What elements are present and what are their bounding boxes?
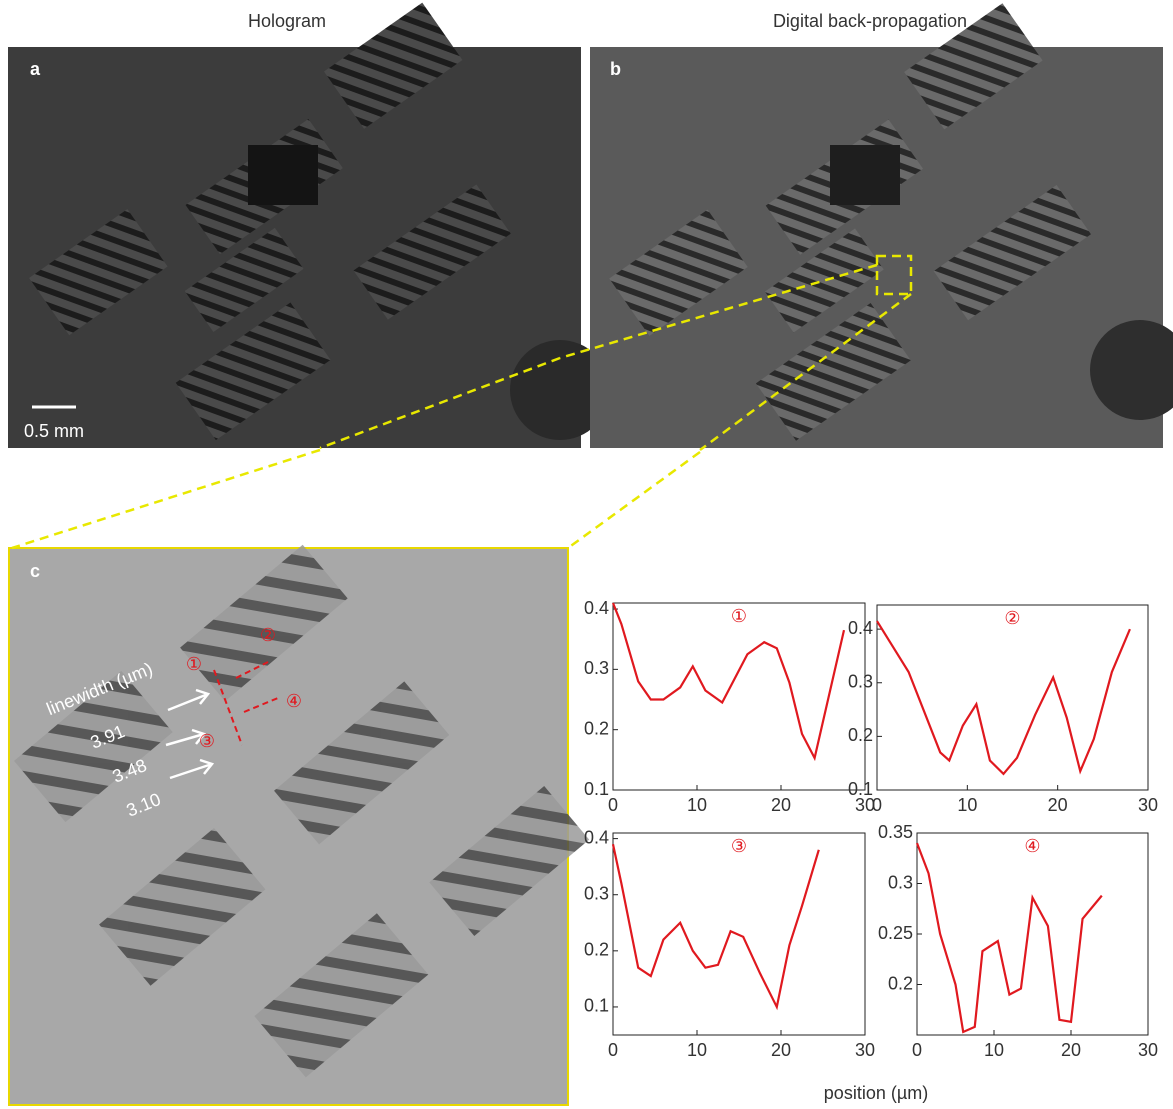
profile-marker: ② <box>260 625 276 645</box>
x-tick-label: 10 <box>687 795 707 815</box>
y-tick-label: 0.2 <box>584 718 609 738</box>
line <box>613 844 819 1007</box>
line <box>917 843 1102 1032</box>
y-tick-label: 0.2 <box>848 725 873 745</box>
x-tick-label: 20 <box>1061 1040 1081 1060</box>
y-tick-label: 0.2 <box>888 973 913 993</box>
panel-title: Digital back-propagation <box>773 11 967 31</box>
image-a <box>8 3 610 475</box>
panel-label: b <box>610 59 621 79</box>
y-tick-label: 0.1 <box>848 779 873 799</box>
figure: Hologram Digital back-propagation a b c … <box>0 0 1173 1109</box>
x-tick-label: 0 <box>608 1040 618 1060</box>
profile-marker: ① <box>186 654 202 674</box>
profile-marker: ④ <box>286 691 302 711</box>
x-tick-label: 20 <box>771 795 791 815</box>
y-tick-label: 0.3 <box>584 658 609 678</box>
y-tick-label: 0.4 <box>848 618 873 638</box>
x-tick-label: 0 <box>608 795 618 815</box>
chart-title: ① <box>731 606 747 626</box>
image-b <box>590 3 1173 475</box>
x-tick-label: 30 <box>855 1040 875 1060</box>
chart-title: ③ <box>731 836 747 856</box>
scale-label: 0.5 mm <box>24 421 84 441</box>
y-tick-label: 0.4 <box>584 598 609 618</box>
y-tick-label: 0.4 <box>584 827 609 847</box>
x-tick-label: 20 <box>771 1040 791 1060</box>
y-tick-label: 0.3 <box>584 883 609 903</box>
chart-title: ② <box>1004 608 1020 628</box>
line <box>613 603 844 758</box>
x-tick-label: 20 <box>1048 795 1068 815</box>
panel-label: c <box>30 561 40 581</box>
x-tick-label: 0 <box>872 795 882 815</box>
x-tick-label: 30 <box>1138 1040 1158 1060</box>
line <box>877 621 1130 774</box>
profile-marker: ③ <box>199 731 215 751</box>
plot-frame <box>613 603 865 790</box>
x-tick-label: 10 <box>957 795 977 815</box>
x-axis-label: position (µm) <box>824 1083 928 1103</box>
y-tick-label: 0.25 <box>878 923 913 943</box>
y-tick-label: 0.2 <box>584 940 609 960</box>
x-tick-label: 30 <box>1138 795 1158 815</box>
panel-title: Hologram <box>248 11 326 31</box>
x-tick-label: 10 <box>687 1040 707 1060</box>
x-tick-label: 10 <box>984 1040 1004 1060</box>
y-tick-label: 0.35 <box>878 822 913 842</box>
chart-title: ④ <box>1024 836 1040 856</box>
plot-frame <box>917 833 1148 1035</box>
y-tick-label: 0.1 <box>584 779 609 799</box>
y-tick-label: 0.3 <box>888 872 913 892</box>
y-tick-label: 0.1 <box>584 996 609 1016</box>
x-tick-label: 0 <box>912 1040 922 1060</box>
y-tick-label: 0.3 <box>848 672 873 692</box>
image-c <box>0 510 589 1109</box>
panel-label: a <box>30 59 41 79</box>
